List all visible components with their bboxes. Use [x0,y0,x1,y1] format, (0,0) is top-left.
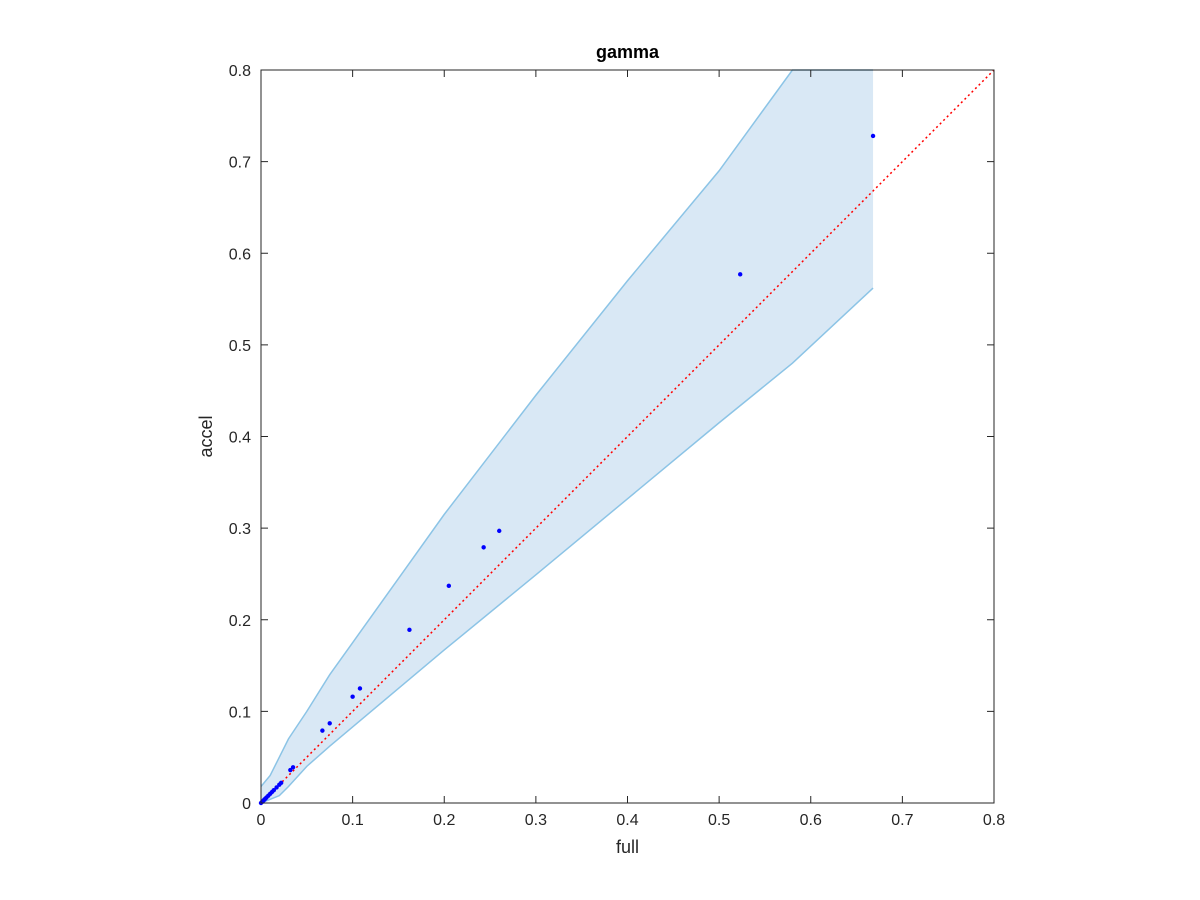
data-point [350,694,355,699]
y-tick-label: 0.8 [229,63,251,80]
data-point [737,272,743,277]
x-tick-label: 0.8 [983,812,1005,829]
data-point [497,528,502,534]
data-point [274,785,279,790]
data-point [320,728,325,733]
data-point [288,767,293,773]
y-tick-label: 0.2 [229,613,251,630]
x-tick-label: 0.4 [616,812,638,829]
y-tick-label: 0.3 [229,521,251,538]
data-point [481,545,486,550]
band-lower-line [260,287,874,804]
y-tick-label: 0.4 [229,430,251,447]
data-point [357,686,363,691]
data-point [278,780,284,786]
x-tick-label: 0.6 [800,812,822,829]
x-tick-label: 0.2 [433,812,455,829]
data-point [870,133,876,139]
x-tick-label: 0.1 [342,812,364,829]
x-axis-label: full [616,837,639,857]
y-axis: 0 0.1 0.2 0.3 0.4 0.5 0.6 0.7 0.8 [229,63,994,813]
x-tick-label: 0.3 [525,812,547,829]
chart-title: gamma [596,42,660,62]
y-tick-label: 0.5 [229,338,251,355]
y-tick-label: 0.7 [229,155,251,172]
x-tick-label: 0.7 [891,812,913,829]
data-point [290,765,296,770]
band-upper-line [260,69,874,787]
confidence-band [260,69,874,804]
data-point [446,583,452,589]
y-tick-label: 0 [242,796,251,813]
y-tick-label: 0.6 [229,246,251,263]
data-point [407,627,412,633]
x-tick-label: 0 [257,812,266,829]
band-fill [261,70,874,803]
y-axis-label: accel [196,415,216,457]
x-axis: 0 0.1 0.2 0.3 0.4 0.5 0.6 0.7 0.8 [257,70,1005,829]
data-point [327,721,332,726]
x-tick-label: 0.5 [708,812,730,829]
data-point [271,787,277,793]
y-tick-label: 0.1 [229,704,251,721]
